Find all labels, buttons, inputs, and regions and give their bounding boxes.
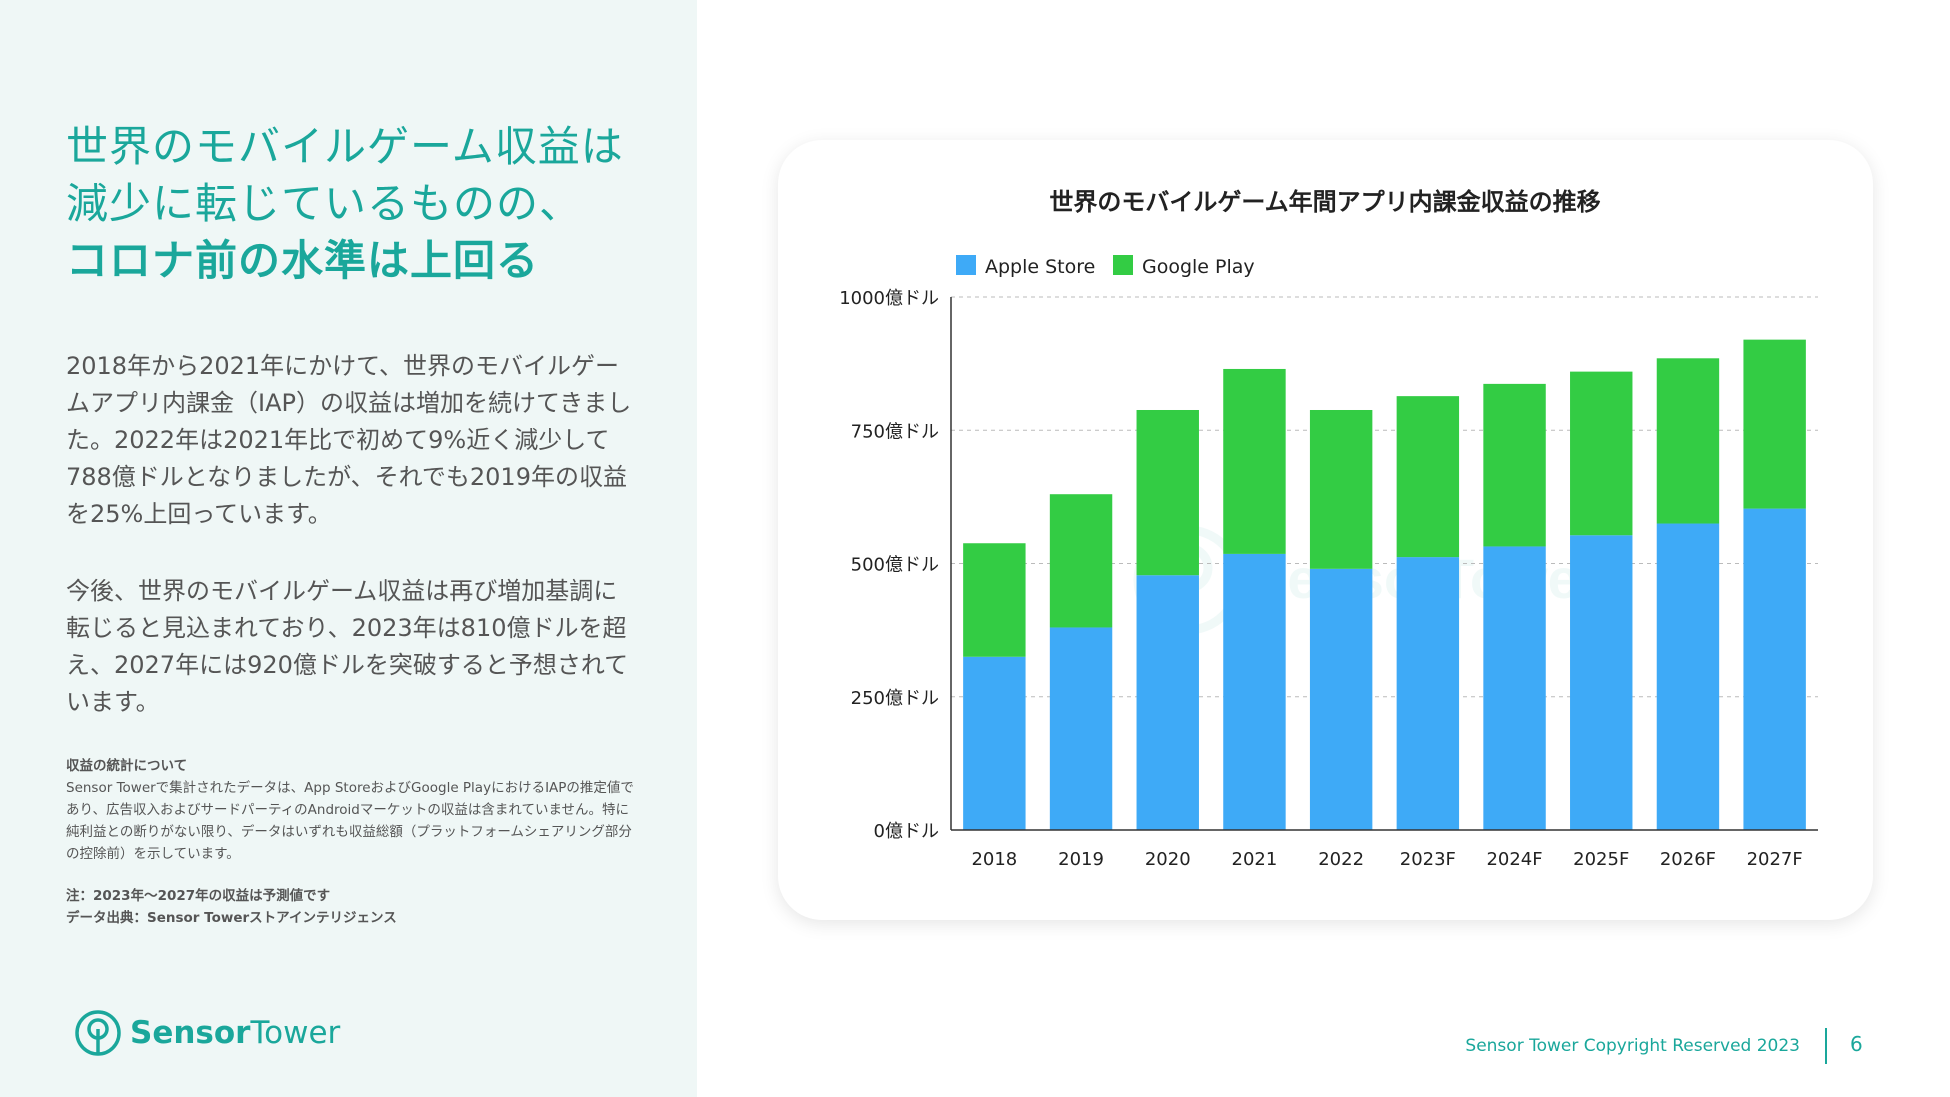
y-tick-label-1: 250億ドル	[851, 688, 939, 709]
body-paragraph-1: 2018年から2021年にかけて、世界のモバイルゲームアプリ内課金（IAP）の収…	[66, 352, 632, 528]
bar-google-play-2019	[1049, 494, 1113, 628]
logo-text-tower: Tower	[250, 1015, 341, 1051]
headline-line-2: 減少に転じているものの、	[66, 179, 583, 228]
legend-swatch-0	[956, 255, 976, 275]
footer-divider	[1825, 1028, 1827, 1064]
y-tick-label-0: 0億ドル	[874, 821, 939, 842]
legend-label-0: Apple Store	[985, 256, 1095, 278]
logo-text-sensor: Sensor	[130, 1015, 251, 1051]
notes-text: Sensor Towerで集計されたデータは、App StoreおよびGoogl…	[66, 780, 634, 862]
bar-apple-store-2022	[1309, 568, 1373, 830]
chart-bars	[963, 339, 1806, 830]
chart-title: 世界のモバイルゲーム年間アプリ内課金収益の推移	[1049, 188, 1600, 216]
bar-apple-store-2023F	[1396, 557, 1460, 830]
bar-google-play-2020	[1136, 409, 1199, 576]
bar-apple-store-2018	[963, 656, 1026, 830]
x-tick-label-1: 2019	[1058, 849, 1104, 870]
y-tick-label-3: 750億ドル	[851, 421, 939, 442]
legend-label-1: Google Play	[1142, 256, 1255, 278]
x-tick-label-4: 2022	[1318, 849, 1364, 870]
footer-copyright: Sensor Tower Copyright Reserved 2023	[1465, 1036, 1800, 1056]
bar-apple-store-2020	[1136, 575, 1199, 830]
bar-google-play-2026F	[1656, 358, 1720, 524]
legend-swatch-1	[1113, 255, 1133, 275]
forecast-note: 注：2023年〜2027年の収益は予測値です	[66, 888, 331, 904]
chart-card: SensorTower 世界のモバイルゲーム年間アプリ内課金収益の推移 Appl…	[778, 140, 1873, 920]
x-tick-label-2: 2020	[1145, 849, 1191, 870]
headline-line-1: 世界のモバイルゲーム収益は	[66, 122, 624, 171]
bar-apple-store-2021	[1223, 553, 1286, 830]
y-axis: 0億ドル 250億ドル 500億ドル 750億ドル 1000億ドル	[839, 288, 952, 842]
x-tick-label-9: 2027F	[1747, 849, 1803, 870]
body-paragraph-2: 今後、世界のモバイルゲーム収益は再び増加基調に転じると見込まれており、2023年…	[66, 577, 629, 716]
x-tick-label-0: 2018	[971, 849, 1017, 870]
bar-apple-store-2024F	[1483, 546, 1546, 830]
x-tick-label-3: 2021	[1232, 849, 1278, 870]
notes-section: 収益の統計について Sensor Towerで集計されたデータは、App Sto…	[66, 755, 636, 929]
logo-text: SensorTower	[130, 1015, 340, 1051]
left-panel	[0, 0, 697, 1097]
revenue-chart: SensorTower 世界のモバイルゲーム年間アプリ内課金収益の推移 Appl…	[839, 188, 1818, 870]
bar-apple-store-2027F	[1743, 508, 1806, 830]
headline-line-3: コロナ前の水準は上回る	[66, 236, 540, 285]
bar-apple-store-2019	[1049, 627, 1113, 830]
y-tick-label-4: 1000億ドル	[839, 288, 939, 309]
sensor-tower-logo-icon	[75, 1010, 121, 1056]
x-tick-label-5: 2023F	[1400, 849, 1456, 870]
bar-google-play-2023F	[1396, 396, 1460, 558]
bar-apple-store-2025F	[1570, 535, 1633, 830]
bar-google-play-2021	[1223, 368, 1286, 554]
x-axis: 2018 2019 2020 2021 2022 2023F 2024F 2025F 2026F…	[951, 829, 1818, 870]
bar-apple-store-2026F	[1656, 523, 1720, 830]
x-tick-label-7: 2025F	[1573, 849, 1629, 870]
bar-google-play-2022	[1309, 409, 1373, 569]
sensor-tower-logo: SensorTower	[74, 1008, 340, 1058]
bar-google-play-2018	[963, 543, 1026, 657]
x-tick-label-8: 2026F	[1660, 849, 1716, 870]
page-number: 6	[1850, 1032, 1863, 1056]
chart-legend: Apple Store Google Play	[956, 255, 1255, 278]
y-tick-label-2: 500億ドル	[851, 555, 939, 576]
bar-google-play-2025F	[1570, 371, 1633, 536]
x-tick-label-6: 2024F	[1486, 849, 1542, 870]
data-source: データ出典：Sensor Towerストアインテリジェンス	[66, 910, 397, 926]
bar-google-play-2024F	[1483, 383, 1546, 547]
bar-google-play-2027F	[1743, 339, 1806, 509]
headline: 世界のモバイルゲーム収益は 減少に転じているものの、 コロナ前の水準は上回る	[66, 118, 666, 289]
notes-title: 収益の統計について	[66, 758, 188, 774]
